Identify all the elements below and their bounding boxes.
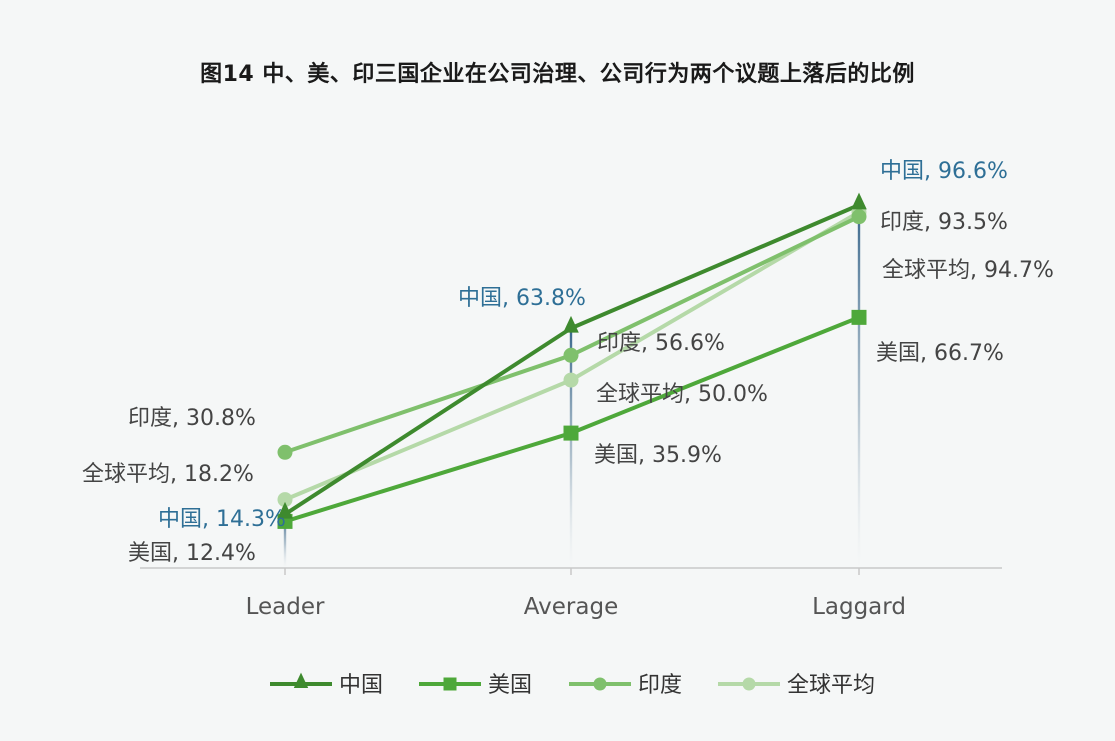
legend-label: 中国 — [339, 673, 383, 698]
legend-swatch-marker — [593, 677, 607, 691]
data-point-0-1 — [563, 315, 579, 333]
data-point-2-2 — [851, 209, 867, 225]
legend-item: 印度 — [569, 673, 682, 698]
legend-item: 中国 — [270, 672, 383, 698]
data-point-2-1 — [563, 347, 579, 363]
legend-swatch-marker — [443, 677, 457, 691]
stem-average — [569, 328, 573, 568]
data-label: 印度, 56.6% — [597, 331, 725, 356]
data-point-2-0 — [277, 444, 293, 460]
data-label: 全球平均, 94.7% — [882, 258, 1054, 283]
data-label: 中国, 63.8% — [458, 286, 586, 311]
legend-label: 全球平均 — [787, 673, 875, 698]
data-label: 中国, 14.3% — [158, 507, 286, 532]
x-tick-label: Laggard — [812, 594, 906, 620]
data-point-3-0 — [277, 492, 293, 508]
data-label: 全球平均, 18.2% — [82, 462, 254, 487]
data-point-1-1 — [563, 425, 579, 441]
x-tick-label: Average — [524, 594, 618, 620]
data-point-0-2 — [851, 192, 867, 210]
stem-leader — [283, 514, 287, 568]
data-label: 印度, 93.5% — [880, 210, 1008, 235]
stem-laggard — [857, 205, 861, 568]
data-label: 美国, 12.4% — [128, 541, 256, 566]
data-label: 全球平均, 50.0% — [596, 382, 768, 407]
data-point-0-0 — [277, 501, 293, 519]
legend-swatch-marker — [742, 677, 756, 691]
legend-swatch-marker — [293, 672, 309, 688]
chart-title: 图14 中、美、印三国企业在公司治理、公司行为两个议题上落后的比例 — [200, 62, 915, 87]
data-label: 美国, 35.9% — [594, 443, 722, 468]
legend-label: 印度 — [638, 673, 682, 698]
data-label: 美国, 66.7% — [876, 341, 1004, 366]
data-label: 中国, 96.6% — [880, 159, 1008, 184]
data-point-1-2 — [851, 309, 867, 325]
data-label: 印度, 30.8% — [128, 406, 256, 431]
legend-item: 美国 — [419, 673, 532, 698]
legend-item: 全球平均 — [718, 673, 875, 698]
x-tick-label: Leader — [246, 594, 325, 620]
legend-label: 美国 — [488, 673, 532, 698]
data-point-3-1 — [563, 372, 579, 388]
